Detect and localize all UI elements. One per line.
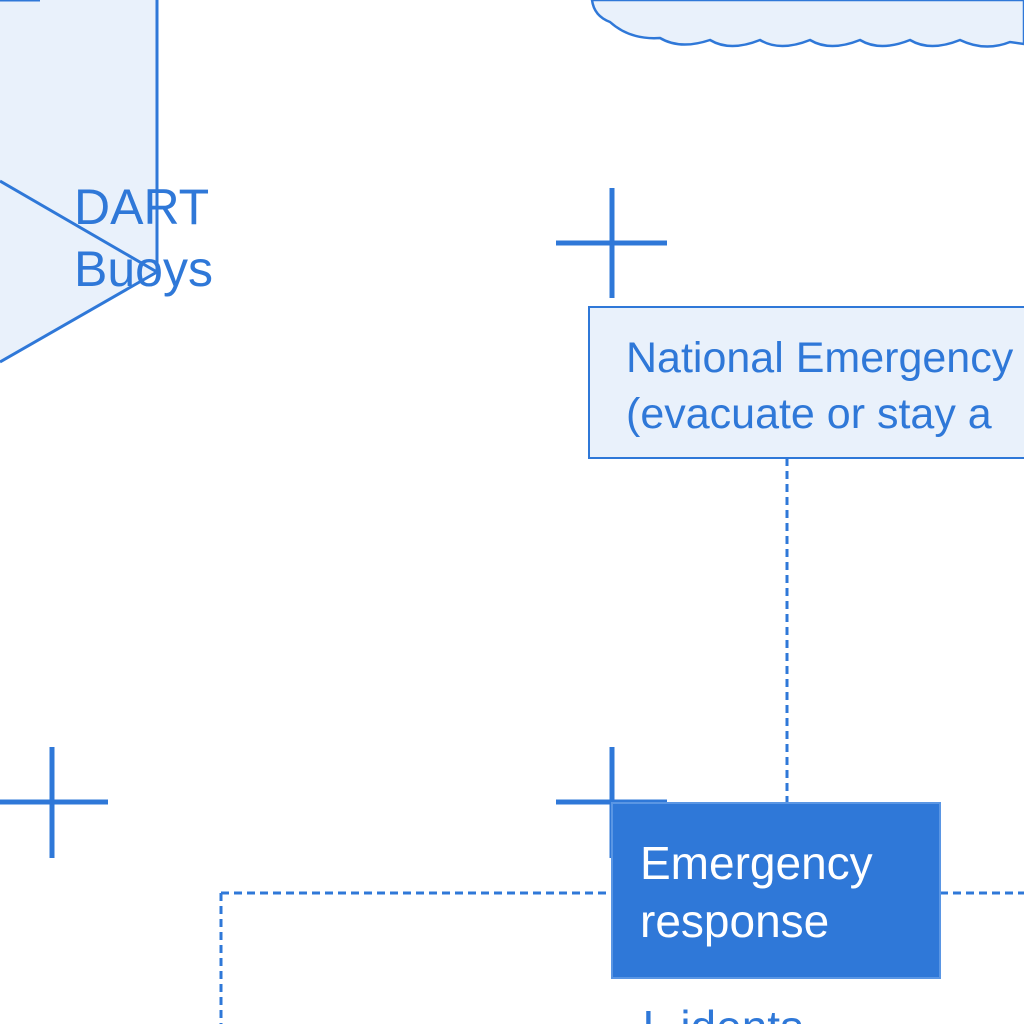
incidents-label-partial: I idents bbox=[642, 998, 803, 1024]
emergency-response-label: Emergency response bbox=[640, 837, 873, 947]
crosshair-icon bbox=[0, 747, 108, 858]
emergency-response-box bbox=[611, 802, 941, 979]
crosshair-icon bbox=[556, 188, 667, 298]
dart-buoys-label: DART Buoys bbox=[74, 179, 213, 297]
national-emergency-box bbox=[588, 306, 1024, 459]
cloud-shape bbox=[590, 0, 1024, 48]
national-emergency-label: National Emergency (evacuate or stay a bbox=[626, 334, 1014, 438]
dart-buoys-hexagon bbox=[0, 0, 159, 364]
dashed-boundary bbox=[219, 891, 1024, 1024]
